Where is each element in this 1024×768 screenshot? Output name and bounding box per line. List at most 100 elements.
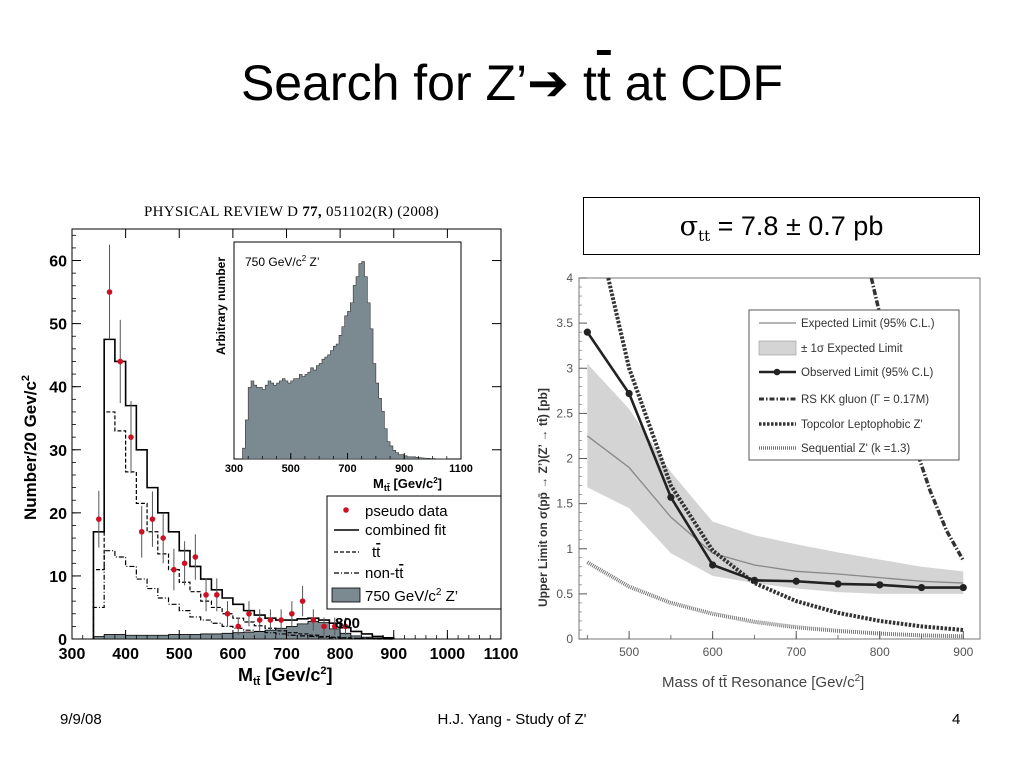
pseudo-data-point	[138, 528, 145, 535]
right-y-tick-label: 0	[566, 632, 573, 646]
observed-limit-point	[834, 580, 842, 588]
journal-header: PHYSICAL REVIEW D 77, 051102(R) (2008)	[144, 204, 439, 220]
right-x-tick-label: 600	[703, 645, 723, 659]
inset-x-tick-label: 500	[282, 463, 300, 475]
left-x-tick-label: 600	[220, 646, 247, 663]
pseudo-data-point	[106, 289, 113, 295]
observed-limit-point	[625, 389, 633, 398]
annotation-800: 800	[335, 615, 360, 632]
legend-marker-observed	[773, 368, 781, 376]
pseudo-data-point	[96, 516, 102, 522]
pseudo-data-point	[278, 617, 284, 623]
inset-x-tick-label: 300	[225, 463, 243, 475]
right-x-tick-label: 700	[786, 645, 806, 659]
right-y-tick-label: 2	[566, 452, 573, 466]
left-y-tick-label: 10	[49, 569, 67, 586]
legend-label-observed: Observed Limit (95% C.L)	[801, 367, 933, 379]
expected-limit-line	[586, 435, 964, 584]
pseudo-data-point	[299, 598, 306, 604]
left-y-tick-label: 50	[49, 317, 67, 334]
observed-limit-point	[792, 577, 800, 585]
pseudo-data-point	[321, 623, 327, 630]
zprime-histogram	[93, 620, 395, 640]
left-y-tick-label: 60	[49, 254, 67, 271]
slide-title: Search for Z’➔ tt at CDF	[0, 58, 1024, 108]
legend-label-pseudo-data: pseudo data	[365, 503, 448, 520]
legend-label-zprime: 750 GeV/c2 Z’	[365, 587, 458, 605]
title-t2: t	[596, 55, 611, 111]
upper-limit-chart: 500 600 700 800 900 0 0.5 1 1.5 2 2.5 3 3.5 4 Mass of…	[536, 271, 981, 691]
pseudo-data-point	[192, 554, 199, 560]
right-y-tick-label: 0.5	[556, 587, 573, 601]
pseudo-data-point	[267, 617, 274, 623]
legend-label-combined-fit: combined fit	[365, 522, 447, 539]
left-x-tick-label: 300	[59, 646, 86, 663]
right-y-tick-label: 1	[566, 542, 573, 556]
pseudo-data-point	[342, 623, 349, 630]
right-x-axis-label: Mass of tt̄ Resonance [Gev/c2]	[662, 673, 864, 691]
pseudo-data-point	[117, 358, 124, 365]
right-y-tick-label: 4	[566, 271, 573, 285]
expected-limit-band	[587, 363, 964, 594]
mass-spectrum-chart: PHYSICAL REVIEW D 77, 051102(R) (2008) 3…	[20, 204, 519, 688]
observed-limit-point	[876, 581, 884, 589]
left-y-axis-label: Number/20 Gev/c2	[20, 375, 40, 520]
topcolor-zprime-line	[606, 277, 964, 632]
pseudo-data-point	[331, 623, 338, 630]
right-x-tick-label: 900	[953, 645, 973, 659]
right-legend-box	[748, 309, 960, 461]
left-x-tick-label: 1100	[484, 646, 519, 663]
legend-label-ttbar: tt	[372, 544, 381, 561]
observed-limit-point	[750, 576, 759, 584]
right-arrow-icon: ➔	[527, 55, 570, 111]
left-x-tick-label: 1000	[430, 646, 466, 663]
legend-label-rs-kk-gluon: RS KK gluon (Γ = 0.17M)	[801, 394, 929, 406]
pseudo-data-point	[171, 566, 177, 573]
title-t1: t	[582, 55, 597, 111]
right-y-tick-label: 3.5	[556, 316, 573, 330]
pseudo-data-point	[224, 610, 231, 617]
inset-x-tick-label: 900	[395, 463, 413, 475]
pseudo-data-point	[256, 617, 263, 623]
sigma-subscript: tt	[698, 227, 711, 245]
inset-x-tick-label: 1100	[449, 463, 473, 475]
inset-zprime-histogram	[242, 261, 448, 460]
legend-label-band: ± 1σ Expected Limit	[801, 343, 903, 355]
legend-label-sequential: Sequential Z' (k =1.3)	[801, 443, 910, 455]
legend-label-expected: Expected Limit (95% C.L.)	[801, 318, 935, 330]
pseudo-data-point	[213, 592, 220, 598]
legend-label-topcolor: Topcolor Leptophobic Z'	[801, 419, 923, 431]
left-y-tick-label: 30	[49, 443, 67, 460]
footer-author: H.J. Yang - Study of Z'	[437, 711, 587, 728]
legend-swatch-zprime	[331, 587, 361, 603]
right-y-tick-label: 1.5	[556, 497, 573, 511]
legend-marker-pseudo-data	[343, 507, 349, 513]
pseudo-data-point	[160, 535, 166, 541]
right-x-tick-label: 500	[619, 645, 639, 659]
observed-limit-point	[709, 561, 717, 569]
pseudo-data-point	[181, 560, 188, 567]
sigma-symbol: σ	[679, 211, 699, 242]
pseudo-data-point	[203, 592, 209, 598]
left-x-tick-label: 800	[327, 646, 354, 663]
left-x-tick-label: 400	[112, 646, 139, 663]
right-x-tick-label: 800	[870, 645, 890, 659]
inset-x-tick-label: 700	[338, 463, 356, 475]
inset-histogram: 300 500 700 900 1100	[225, 241, 473, 475]
right-y-tick-label: 2.5	[556, 406, 573, 420]
pseudo-data-point	[310, 617, 317, 623]
observed-limit-line	[586, 331, 964, 589]
right-y-tick-label: 3	[566, 361, 573, 375]
left-y-tick-label: 0	[58, 632, 67, 649]
pseudo-data-point	[289, 610, 295, 617]
right-y-axis-label: Upper Limit on σ(pp̄ → Z’)(Z’ → tt̄) [pb…	[536, 388, 550, 607]
footer-page-number: 4	[952, 711, 961, 728]
observed-limit-point	[667, 493, 675, 501]
sequential-zprime-line	[586, 560, 964, 639]
title-suffix: at CDF	[610, 55, 784, 111]
left-x-axis-label: Mtt̄ [Gev/c2]	[238, 665, 332, 688]
right-legend: Expected Limit (95% C.L.) ± 1σ Expected …	[748, 309, 960, 461]
inset-x-axis-label: Mtt̄ [Gev/c2]	[373, 476, 442, 493]
legend-swatch-band	[758, 340, 797, 356]
inset-label: 750 GeV/c2 Z’	[245, 254, 320, 269]
